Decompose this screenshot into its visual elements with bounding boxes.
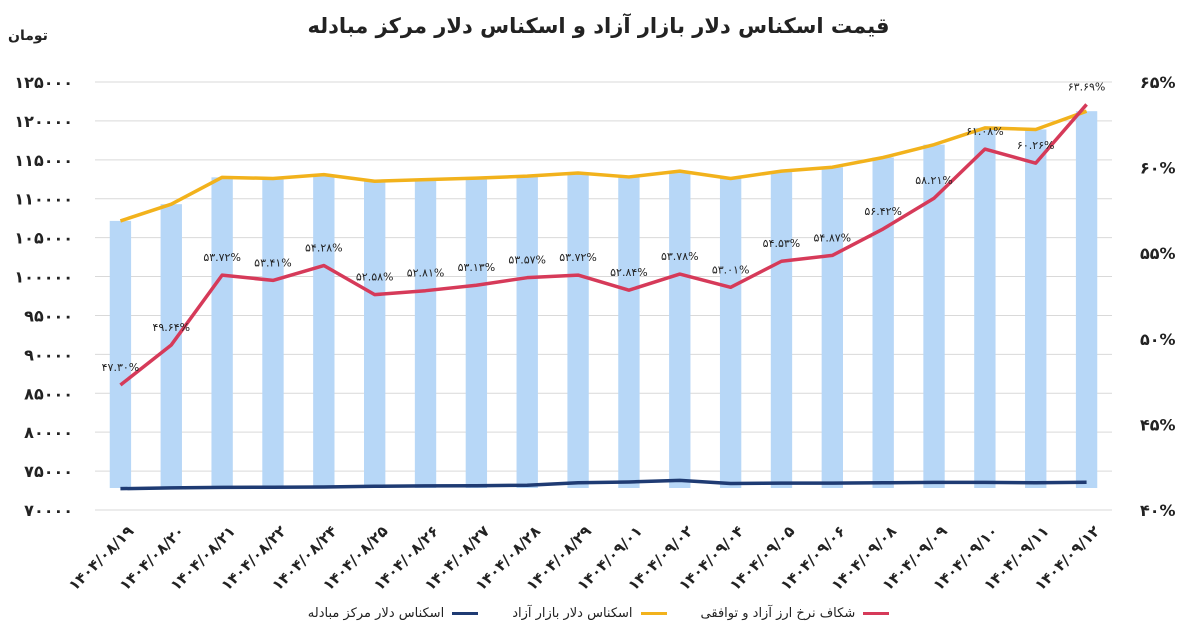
bar-free-market <box>872 157 894 488</box>
gap-data-label: ۵۳.۵۷% <box>508 254 546 267</box>
legend-label-gap: شکاف نرخ ارز آزاد و توافقی <box>700 606 856 621</box>
legend-item-exchange-center: اسکناس دلار مرکز مبادله <box>307 606 479 621</box>
line-gap <box>119 103 1088 387</box>
gap-data-label: ۵۲.۸۴% <box>610 266 648 279</box>
y-left-tick-label: ۱۰۵۰۰۰ <box>14 229 73 248</box>
gap-data-label: ۶۰.۲۶% <box>1017 139 1055 152</box>
bar-free-market <box>414 179 437 489</box>
bar-free-market <box>770 171 793 489</box>
y-right-tick-label: ۶۰% <box>1140 159 1176 178</box>
y-right-tick-label: ۴۰% <box>1140 501 1176 520</box>
gap-data-label: ۵۴.۸۷% <box>814 231 852 244</box>
gap-data-label: ۵۳.۴۱% <box>254 256 292 269</box>
legend-label-exchange-center: اسکناس دلار مرکز مبادله <box>307 606 445 621</box>
legend-swatch-gap <box>863 612 890 615</box>
gap-data-label: ۵۳.۷۲% <box>559 251 597 264</box>
gap-data-label: ۵۲.۸۱% <box>407 267 445 280</box>
y-left-tick-label: ۱۱۰۰۰۰ <box>14 190 73 209</box>
legend-label-free-market: اسکناس دلار بازار آزاد <box>512 606 633 621</box>
y-left-tick-label: ۱۲۰۰۰۰ <box>14 112 73 131</box>
gap-data-label: ۵۳.۱۳% <box>458 261 496 274</box>
bar-free-market <box>313 174 335 488</box>
bar-free-market <box>262 178 284 488</box>
y-left-tick-label: ۱۰۰۰۰۰ <box>14 268 73 287</box>
line-free-market <box>119 109 1088 223</box>
y-right-tick-label: ۵۵% <box>1140 244 1176 263</box>
y-left-tick-label: ۸۰۰۰۰ <box>24 423 73 442</box>
gap-data-label: ۵۳.۷۲% <box>203 251 241 264</box>
bar-free-market <box>719 178 742 488</box>
bar-free-market <box>1025 129 1047 488</box>
y-left-tick-label: ۱۲۵۰۰۰ <box>14 73 73 92</box>
y-axis-unit-label: تومان <box>8 28 48 44</box>
bar-free-market <box>669 171 691 489</box>
legend: شکاف نرخ ارز آزاد و توافقی اسکناس دلار ب… <box>0 606 1197 621</box>
bar-free-market <box>821 167 844 488</box>
y-right-tick-label: ۴۵% <box>1140 415 1176 434</box>
bar-free-market <box>974 127 996 489</box>
gap-data-label: ۴۹.۶۴% <box>152 321 190 334</box>
gap-data-label: ۵۴.۵۳% <box>763 237 801 250</box>
bar-free-market <box>211 177 233 488</box>
gap-data-label: ۴۷.۳۰% <box>102 361 140 374</box>
bar-free-market <box>618 176 640 489</box>
bar-free-market <box>567 173 589 488</box>
gap-data-label: ۵۳.۷۸% <box>661 250 699 263</box>
y-right-tick-label: ۶۵% <box>1140 73 1176 92</box>
gap-data-label: ۵۶.۴۲% <box>864 205 902 218</box>
y-left-tick-label: ۸۵۰۰۰ <box>24 384 73 403</box>
bar-free-market <box>923 144 945 489</box>
y-left-tick-label: ۹۵۰۰۰ <box>24 306 73 325</box>
gap-data-label: ۵۴.۲۸% <box>305 242 343 255</box>
legend-swatch-exchange-center <box>452 612 479 615</box>
bar-free-market <box>363 181 386 488</box>
bar-free-market <box>516 176 538 488</box>
gap-data-label: ۶۳.۶۹% <box>1068 80 1106 93</box>
bar-free-market <box>1075 111 1098 488</box>
y-left-tick-label: ۷۰۰۰۰ <box>24 501 73 520</box>
gap-data-label: ۵۳.۰۱% <box>712 263 750 276</box>
gap-data-label: ۶۱.۰۸% <box>966 125 1004 138</box>
y-right-tick-label: ۵۰% <box>1140 330 1176 349</box>
line-exchange-center <box>120 478 1087 491</box>
bar-free-market <box>109 220 132 488</box>
gap-data-label: ۵۸.۲۱% <box>915 174 953 187</box>
y-left-tick-label: ۱۱۵۰۰۰ <box>14 151 73 170</box>
bar-free-market <box>465 178 488 488</box>
gap-data-label: ۵۲.۵۸% <box>356 271 394 284</box>
y-left-tick-label: ۷۵۰۰۰ <box>24 462 73 481</box>
legend-item-free-market: اسکناس دلار بازار آزاد <box>512 606 667 621</box>
y-left-tick-label: ۹۰۰۰۰ <box>24 345 73 364</box>
legend-swatch-free-market <box>640 612 667 615</box>
chart-title: قیمت اسکناس دلار بازار آزاد و اسکناس دلا… <box>307 14 890 38</box>
legend-item-gap: شکاف نرخ ارز آزاد و توافقی <box>701 606 890 621</box>
